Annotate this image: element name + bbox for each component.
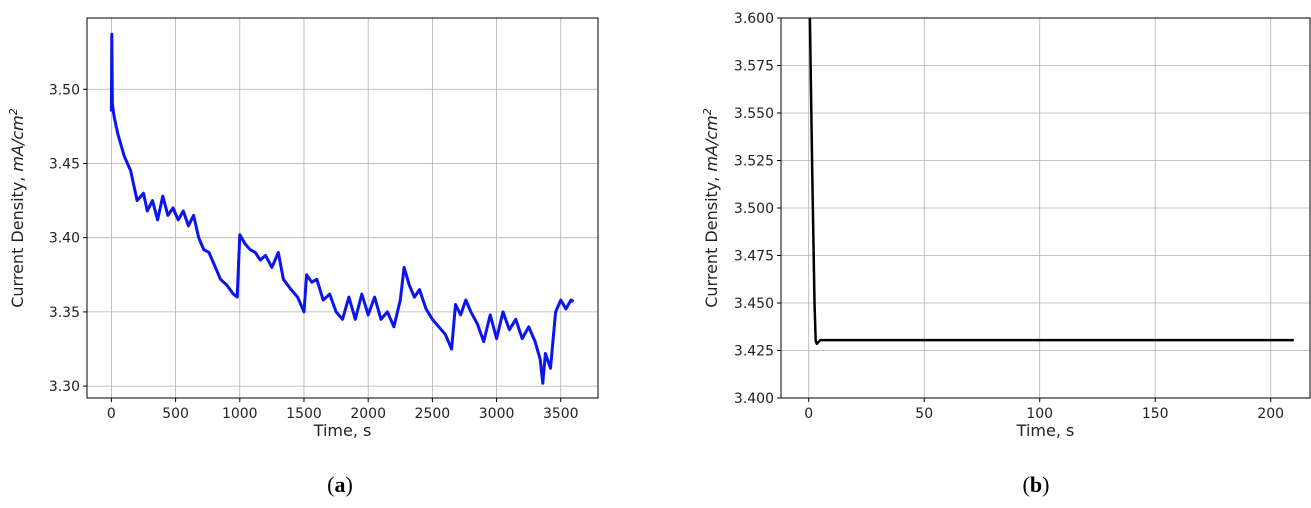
chart-b-y-tick-label: 3.525 [734, 154, 774, 170]
chart-a-gridlines [87, 18, 598, 398]
chart-b-y-tick-label: 3.575 [734, 59, 774, 75]
chart-b-y-tick-label: 3.400 [734, 391, 774, 407]
chart-a-y-tick-label: 3.40 [49, 231, 80, 247]
chart-a-x-tick-label: 2000 [350, 406, 386, 422]
chart-b-y-tick-label: 3.550 [734, 106, 774, 122]
chart-a-y-tick-label: 3.50 [49, 82, 80, 98]
chart-a-caption: (a) [327, 472, 353, 497]
chart-b-x-tick-label: 0 [804, 406, 813, 422]
chart-a-x-tick-label: 3500 [543, 406, 579, 422]
chart-a-series-path [111, 34, 573, 383]
chart-b-series-line [810, 18, 1294, 344]
chart-a-y-tick-label: 3.30 [49, 379, 80, 395]
chart-b: 0 50 100 150 200 3.4003.4253.4503.4753.5003.… [701, 11, 1310, 497]
chart-b-y-axis-label: Current Density, mA/cm2 [701, 108, 721, 308]
chart-a-x-tick-label: 500 [162, 406, 189, 422]
chart-b-y-tick-label: 3.600 [734, 11, 774, 27]
chart-b-y-tick-label: 3.425 [734, 344, 774, 360]
chart-b-x-tick-label: 150 [1142, 406, 1169, 422]
chart-a-y-tick-label: 3.35 [49, 305, 80, 321]
chart-a-x-axis-label: Time, s [313, 421, 372, 440]
chart-a: 0 500 1000 1500 2000 2500 3000 3500 3.30 3.35 3.4… [7, 18, 598, 497]
chart-b-y-tick-label: 3.475 [734, 249, 774, 265]
chart-a-x-tick-label: 1500 [286, 406, 322, 422]
chart-b-x-ticks: 0 50 100 150 200 [804, 398, 1284, 422]
chart-b-y-ticks: 3.400 3.425 3.450 3.475 3.500 3.525 3.550 3.575… [734, 11, 781, 407]
chart-a-x-tick-label: 1000 [222, 406, 258, 422]
chart-a-y-tick-label: 3.45 [49, 156, 80, 172]
chart-a-x-tick-label: 0 [107, 406, 116, 422]
chart-b-y-tick-label: 3.500 [734, 201, 774, 217]
chart-b-caption: (b) [1023, 472, 1050, 497]
chart-a-x-tick-label: 3000 [479, 406, 515, 422]
chart-b-x-tick-label: 50 [915, 406, 933, 422]
chart-b-y-tick-label: 3.450 [734, 296, 774, 312]
chart-a-series-line [111, 34, 573, 383]
chart-b-x-tick-label: 200 [1257, 406, 1284, 422]
chart-b-x-axis-label: Time, s [1016, 421, 1075, 440]
chart-b-series-path [810, 18, 1294, 344]
chart-a-x-ticks: 0 500 1000 1500 2000 2500 3000 3500 [107, 398, 579, 422]
chart-a-y-ticks: 3.30 3.35 3.40 3.45 3.50 [49, 82, 87, 395]
chart-a-y-axis-label: Current Density, mA/cm2 [7, 108, 27, 308]
chart-a-x-tick-label: 2500 [415, 406, 451, 422]
chart-b-x-tick-label: 100 [1026, 406, 1053, 422]
chart-a-plot-frame [87, 18, 598, 398]
